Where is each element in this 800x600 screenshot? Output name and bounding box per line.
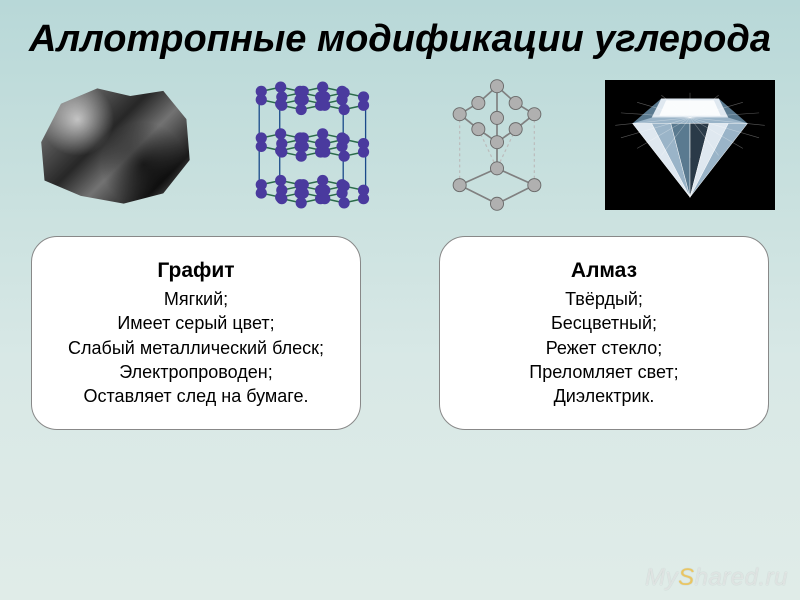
diamond-card: Алмаз Твёрдый; Бесцветный; Режет стекло;… (439, 236, 769, 430)
diamond-lattice-icon (417, 75, 577, 215)
graphite-rock-icon (28, 81, 193, 209)
card-line: Режет стекло; (462, 336, 746, 360)
watermark: MyShared.ru (645, 564, 788, 592)
diamond-photo (605, 80, 775, 210)
images-row (0, 70, 800, 224)
card-line: Твёрдый; (462, 287, 746, 311)
card-line: Слабый металлический блеск; (54, 336, 338, 360)
page-title: Аллотропные модификации углерода (0, 0, 800, 70)
card-line: Бесцветный; (462, 311, 746, 335)
card-line: Диэлектрик. (462, 384, 746, 408)
card-line: Имеет серый цвет; (54, 311, 338, 335)
cards-row: Графит Мягкий; Имеет серый цвет; Слабый … (0, 224, 800, 430)
diamond-card-title: Алмаз (462, 257, 746, 285)
watermark-post: hared.ru (695, 564, 788, 591)
card-line: Преломляет свет; (462, 360, 746, 384)
watermark-pre: My (645, 564, 678, 591)
card-line: Мягкий; (54, 287, 338, 311)
graphite-lattice (219, 80, 389, 210)
diamond-gem-icon (610, 87, 770, 202)
card-line: Оставляет след на бумаге. (54, 384, 338, 408)
graphite-card-title: Графит (54, 257, 338, 285)
graphite-card: Графит Мягкий; Имеет серый цвет; Слабый … (31, 236, 361, 430)
diamond-lattice (412, 80, 582, 210)
watermark-accent: S (678, 564, 695, 591)
card-line: Электропроводен; (54, 360, 338, 384)
graphite-photo (26, 80, 196, 210)
graphite-lattice-icon (224, 75, 384, 215)
